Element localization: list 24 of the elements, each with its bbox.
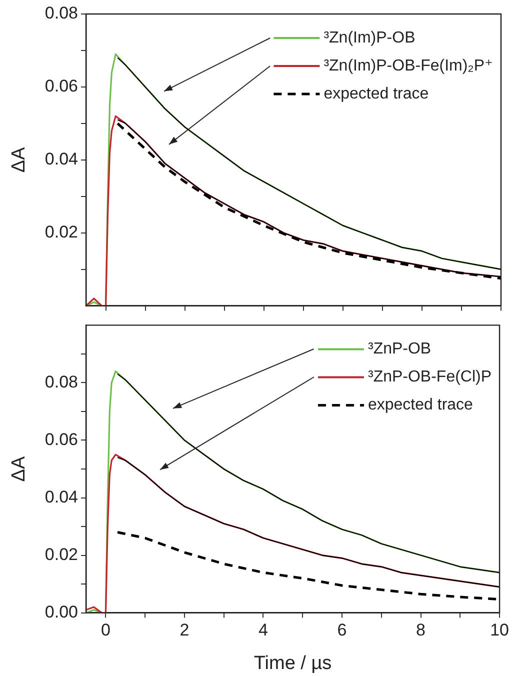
x-tick-label: 10 — [490, 620, 510, 640]
legend-label: ³Zn(Im)P-OB-Fe(Im)₂P⁺ — [324, 57, 494, 74]
y-axis-title: ΔA — [8, 456, 30, 482]
legend-label: expected trace — [368, 396, 474, 414]
legend-label: expected trace — [324, 85, 429, 102]
y-axis-title: ΔA — [8, 146, 30, 173]
y-tick-label: 0.04 — [44, 150, 78, 169]
x-tick-label: 6 — [337, 620, 347, 640]
y-tick-label: 0.00 — [44, 602, 78, 622]
y-tick-label: 0.08 — [44, 4, 78, 23]
x-tick-label: 4 — [258, 620, 268, 640]
x-tick-label: 8 — [416, 620, 426, 640]
x-tick-label: 2 — [180, 620, 190, 640]
x-axis-title: Time / µs — [254, 652, 332, 674]
x-tick-label: 0 — [100, 620, 110, 640]
y-tick-label: 0.02 — [44, 222, 78, 242]
legend-label: ³Zn(Im)P-OB — [324, 29, 416, 46]
y-tick-label: 0.08 — [44, 372, 78, 392]
legend-label: ³ZnP-OB — [368, 340, 432, 358]
y-tick-label: 0.04 — [44, 487, 78, 506]
y-tick-label: 0.06 — [44, 76, 78, 96]
y-tick-label: 0.02 — [44, 544, 78, 564]
y-tick-label: 0.06 — [44, 430, 78, 449]
legend-label: ³ZnP-OB-Fe(Cl)P — [368, 368, 492, 386]
